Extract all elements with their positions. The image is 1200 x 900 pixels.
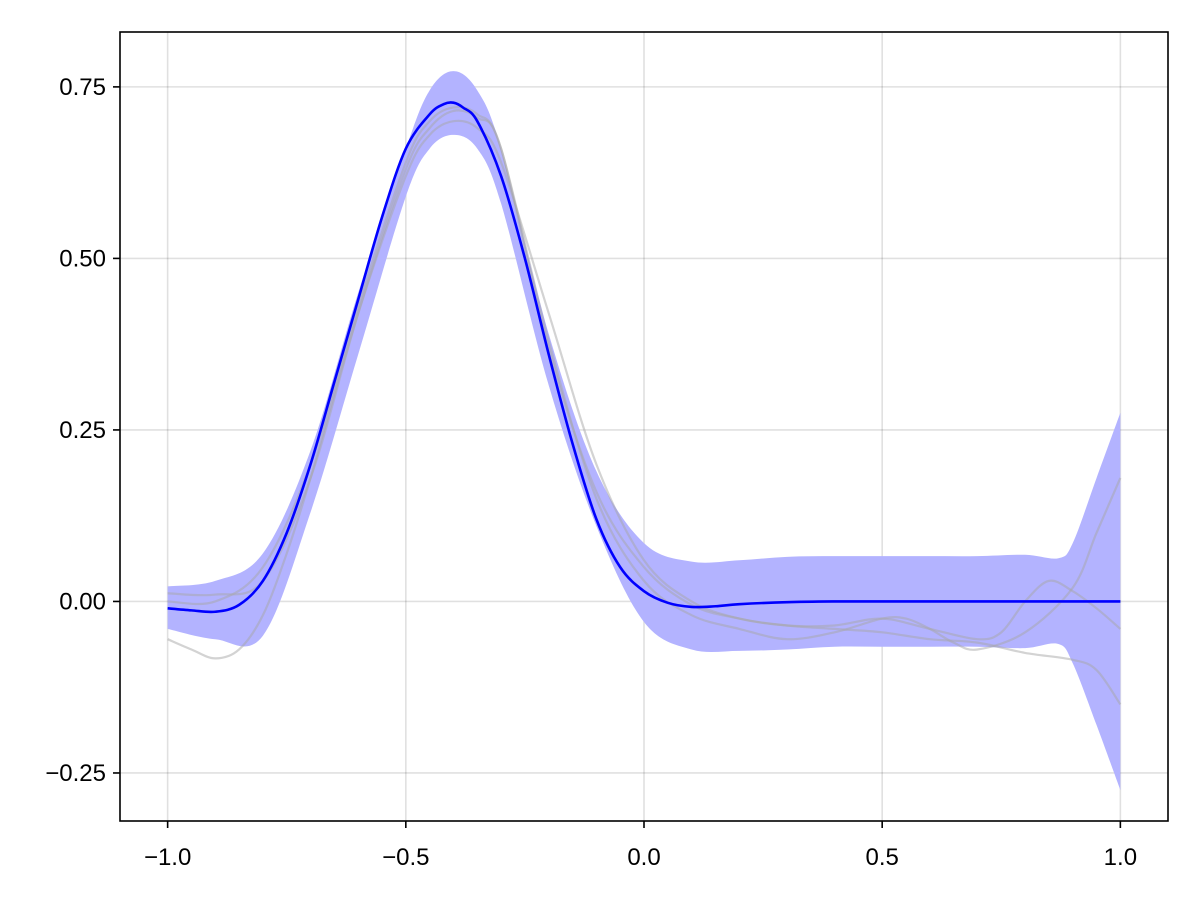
- y-tick-label: 0.00: [59, 588, 106, 615]
- y-axis-ticks: −0.25 0.00 0.25 0.50 0.75: [45, 74, 120, 787]
- x-tick-label: −1.0: [144, 844, 191, 871]
- confidence-band: [167, 71, 1121, 791]
- sample-lines-layer: [167, 105, 1122, 705]
- x-tick-label: −0.5: [382, 844, 429, 871]
- confidence-band-layer: [167, 71, 1121, 791]
- x-tick-label: 0.0: [627, 844, 660, 871]
- sample-line-3: [167, 105, 1122, 651]
- mean-line-layer: [167, 101, 1121, 614]
- x-tick-label: 1.0: [1104, 844, 1137, 871]
- y-tick-label: −0.25: [45, 760, 106, 787]
- sample-line-1: [167, 119, 1122, 705]
- x-tick-label: 0.5: [865, 844, 898, 871]
- y-tick-label: 0.75: [59, 74, 106, 101]
- y-tick-label: 0.50: [59, 245, 106, 272]
- y-tick-label: 0.25: [59, 417, 106, 444]
- x-axis-ticks: −1.0 −0.5 0.0 0.5 1.0: [144, 821, 1137, 871]
- mean-line: [167, 101, 1121, 614]
- sample-line-2: [167, 109, 1122, 641]
